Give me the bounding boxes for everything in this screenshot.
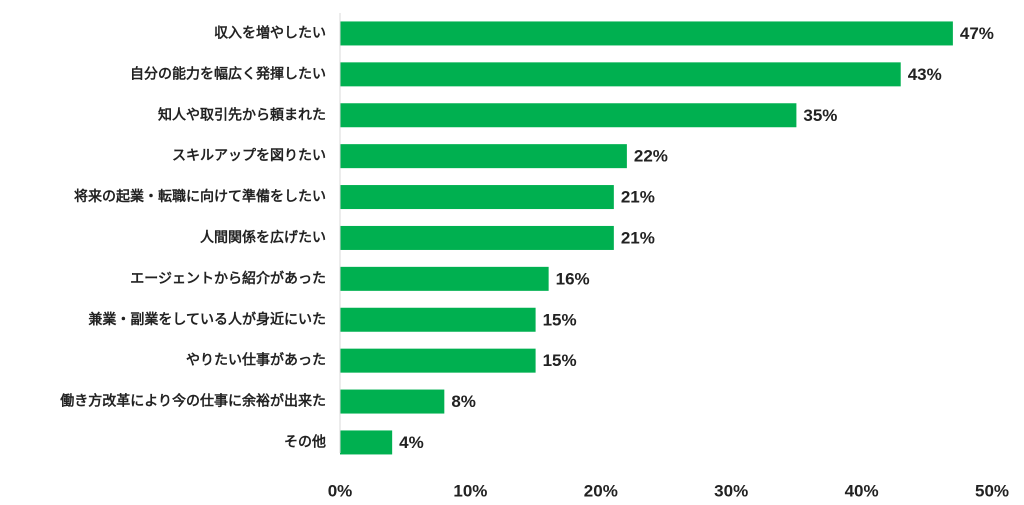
bar — [340, 266, 549, 291]
bar — [340, 144, 627, 169]
category-label: 収入を増やしたい — [214, 24, 326, 41]
bar — [340, 103, 797, 128]
value-label: 47% — [960, 24, 994, 43]
x-tick-label: 30% — [714, 482, 748, 501]
category-label: 知人や取引先から頼まれた — [158, 106, 326, 123]
bar — [340, 307, 536, 332]
value-label: 15% — [543, 351, 577, 370]
category-label: エージェントから紹介があった — [130, 270, 326, 287]
value-label: 16% — [556, 269, 590, 288]
x-tick-label: 20% — [584, 482, 618, 501]
category-label: 働き方改革により今の仕事に余裕が出来た — [59, 393, 326, 410]
x-axis-ticks: 0% 10% 20% 30% 40% 50% — [328, 482, 1009, 501]
category-label: その他 — [284, 433, 326, 450]
bar — [340, 225, 614, 250]
value-label: 21% — [621, 188, 655, 207]
x-tick-label: 10% — [453, 482, 487, 501]
value-label: 43% — [908, 65, 942, 84]
category-label: 兼業・副業をしている人が身近にいた — [88, 311, 326, 328]
category-label: やりたい仕事があった — [186, 352, 326, 369]
value-label: 4% — [399, 433, 424, 452]
bar — [340, 62, 901, 87]
value-label: 35% — [803, 106, 837, 125]
value-label: 15% — [543, 310, 577, 329]
x-tick-label: 50% — [975, 482, 1009, 501]
category-label: 将来の起業・転職に向けて準備をしたい — [74, 188, 326, 205]
bar — [340, 185, 614, 210]
value-label: 21% — [621, 228, 655, 247]
category-label: 人間関係を広げたい — [200, 229, 326, 246]
value-labels: 47% 43% 35% 22% 21% 21% 16% 15% 15% 8% 4% — [399, 24, 994, 452]
value-label: 8% — [451, 392, 476, 411]
bar — [340, 389, 445, 414]
x-tick-label: 40% — [845, 482, 879, 501]
bars-group — [340, 21, 953, 455]
value-label: 22% — [634, 147, 668, 166]
bar — [340, 348, 536, 373]
bar — [340, 21, 953, 46]
category-labels: 収入を増やしたい自分の能力を幅広く発揮したい知人や取引先から頼まれたスキルアップ… — [59, 24, 326, 450]
category-label: スキルアップを図りたい — [172, 148, 326, 164]
x-tick-label: 0% — [328, 482, 353, 501]
bar — [340, 430, 393, 455]
category-label: 自分の能力を幅広く発揮したい — [130, 65, 326, 82]
